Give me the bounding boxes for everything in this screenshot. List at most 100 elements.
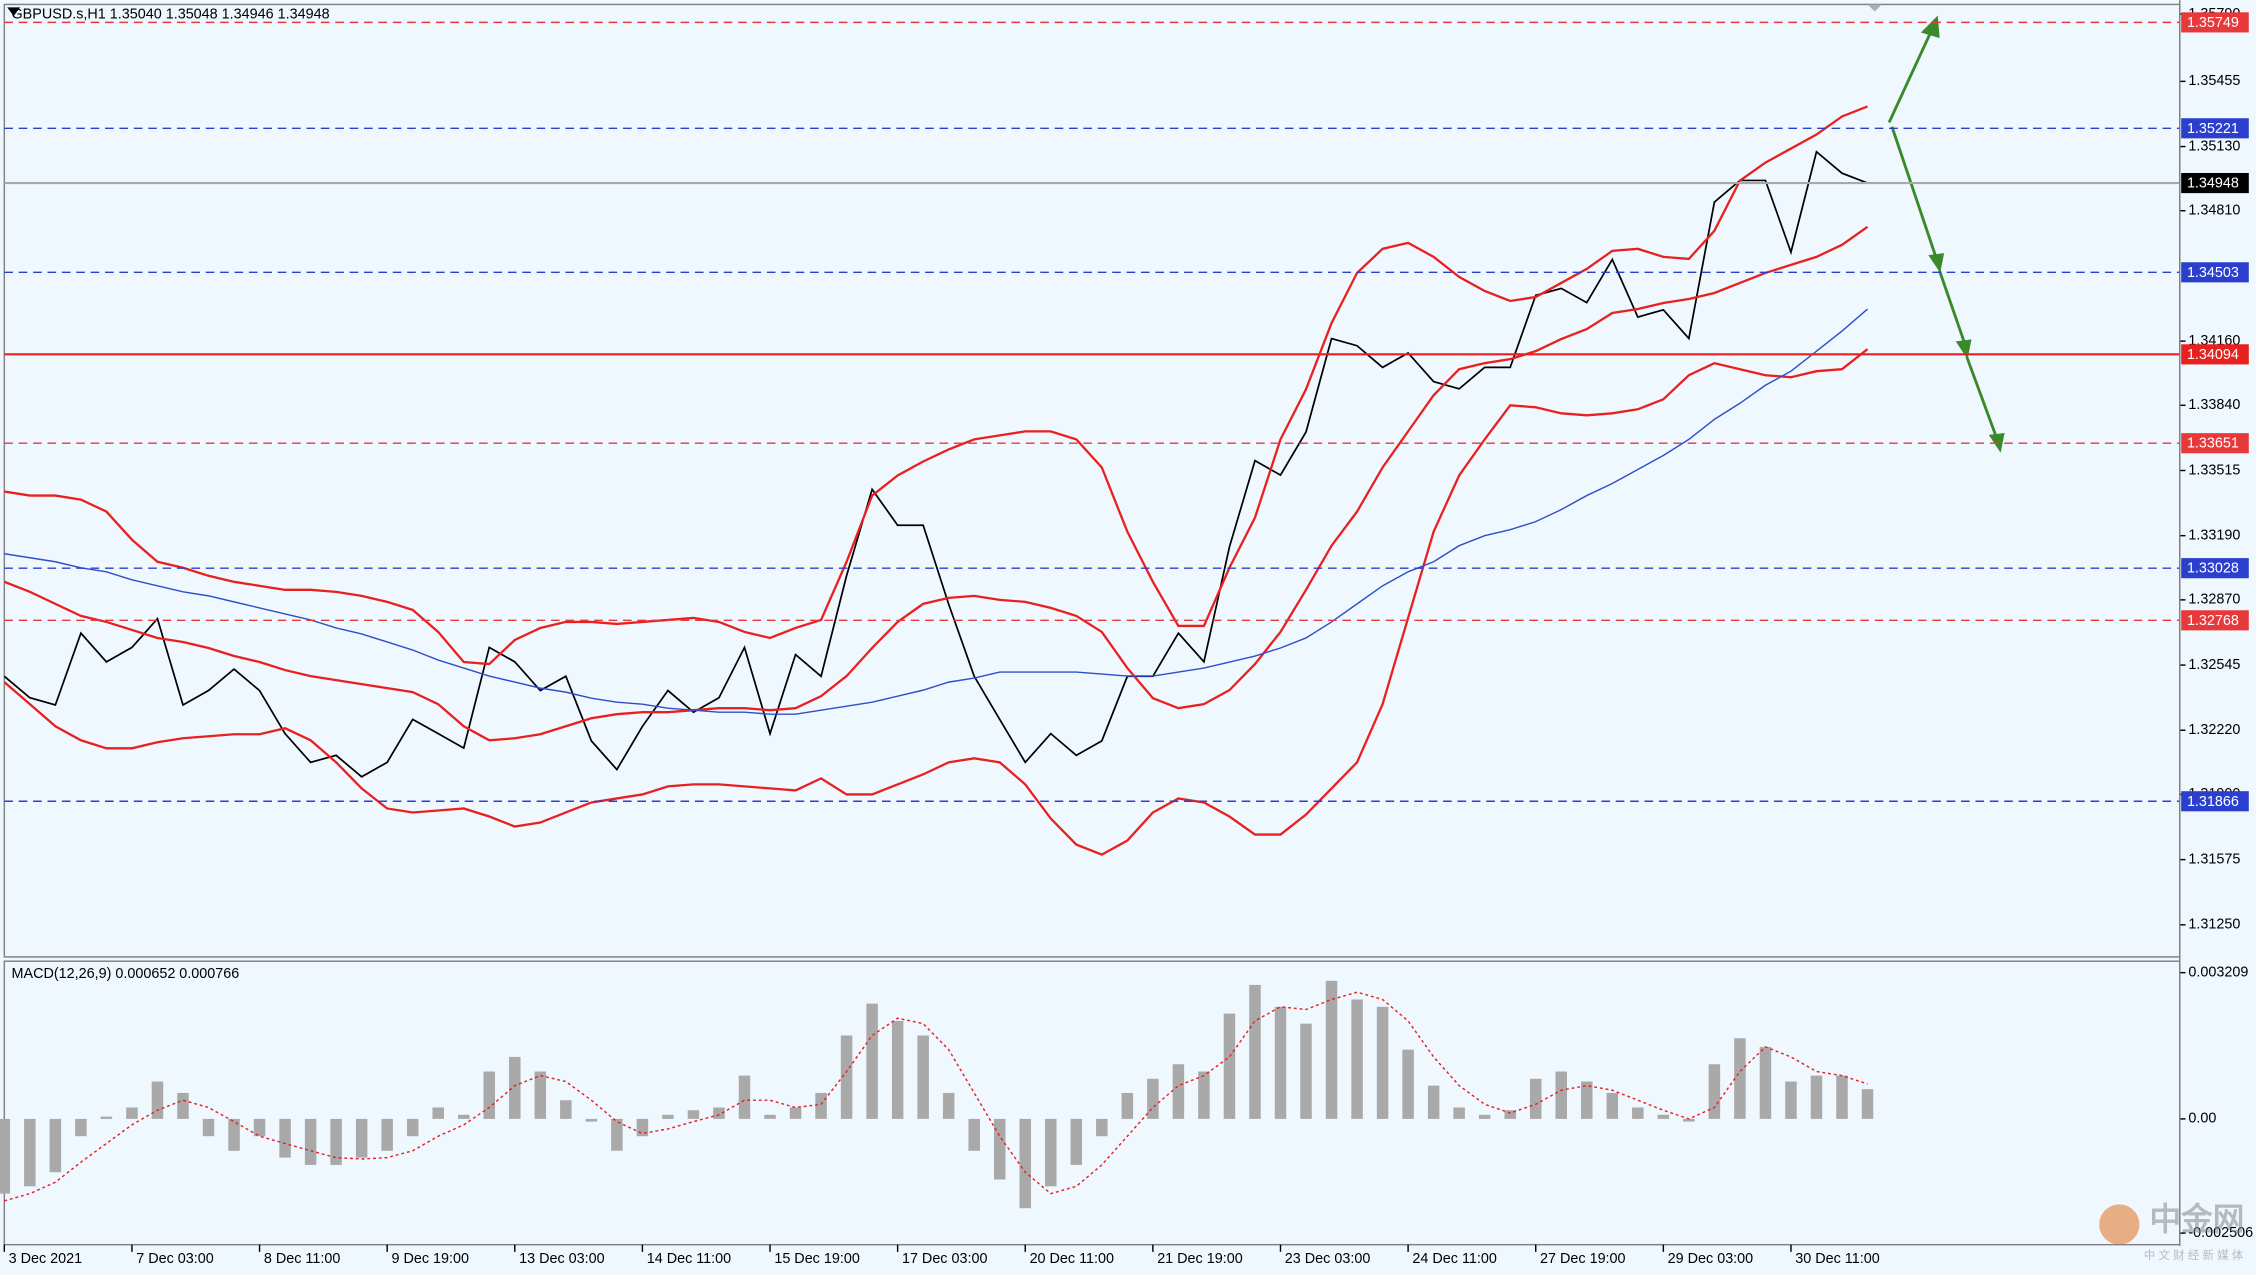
macd-bar [1478, 1114, 1491, 1119]
macd-bar [1198, 1071, 1210, 1119]
macd-bar [713, 1107, 725, 1119]
macd-bar [1555, 1071, 1568, 1119]
macd-bar [406, 1118, 419, 1137]
macd-bar [1504, 1110, 1516, 1119]
macd-bar [1147, 1078, 1159, 1119]
x-tick-label: 24 Dec 11:00 [1412, 1251, 1496, 1267]
macd-bar [1708, 1064, 1721, 1119]
macd-bar [304, 1118, 317, 1165]
level-label-bg [2181, 172, 2249, 194]
macd-bar [840, 1035, 853, 1119]
macd-bar [1657, 1114, 1670, 1119]
level-label: 1.35221 [2187, 121, 2239, 137]
macd-bar [891, 1020, 904, 1119]
x-tick-label: 23 Dec 03:00 [1285, 1251, 1371, 1267]
x-tick-label: 17 Dec 03:00 [902, 1251, 988, 1267]
level-label-bg [2181, 262, 2249, 283]
macd-bar [126, 1107, 138, 1119]
macd-bar [687, 1110, 700, 1119]
level-label: 1.33028 [2187, 561, 2239, 577]
level-label-bg [2181, 344, 2249, 365]
price-line [4, 308, 1869, 715]
macd-bar [942, 1092, 955, 1119]
level-label-bg [2181, 610, 2249, 631]
price-line [3, 225, 1869, 742]
macd-bar [509, 1056, 521, 1119]
chart-title: GBPUSD.s,H1 1.35040 1.35048 1.34946 1.34… [12, 6, 330, 22]
y-tick-label: 1.33515 [2188, 462, 2240, 478]
macd-bar [1683, 1118, 1695, 1122]
macd-bar [789, 1107, 802, 1119]
price-line [3, 348, 1869, 856]
x-tick-label: 20 Dec 11:00 [1030, 1251, 1114, 1267]
macd-bar [764, 1114, 776, 1119]
macd-bar [1836, 1075, 1848, 1119]
menu-icon[interactable] [7, 7, 21, 16]
macd-bar [1581, 1081, 1593, 1119]
macd-bar [355, 1118, 368, 1158]
macd-bar [1376, 1006, 1389, 1119]
arrow-down [1965, 356, 1999, 440]
macd-bar [279, 1118, 291, 1158]
macd-bar [917, 1035, 929, 1119]
macd-bar [1632, 1107, 1644, 1119]
level-label: 1.34948 [2187, 176, 2239, 192]
watermark-subtext: 中 文 财 经 新 媒 体 [2144, 1248, 2244, 1262]
macd-bar [636, 1118, 649, 1137]
level-label: 1.31866 [2187, 794, 2239, 810]
y-tick-label: 1.32220 [2188, 722, 2240, 738]
y-tick-label: 1.34810 [2188, 203, 2240, 219]
arrow-down [1890, 126, 1938, 260]
macd-bar [585, 1118, 598, 1122]
y-tick-label: 0.00 [2188, 1111, 2216, 1127]
macd-bar [1045, 1118, 1057, 1187]
x-tick-label: 27 Dec 19:00 [1540, 1251, 1626, 1267]
level-label-bg [2181, 791, 2249, 812]
macd-bar [457, 1114, 470, 1119]
macd-bar [534, 1071, 547, 1119]
macd-bar [1785, 1081, 1797, 1119]
macd-bar [1070, 1118, 1083, 1165]
x-tick-label: 13 Dec 03:00 [519, 1251, 605, 1267]
level-label-bg [2181, 12, 2249, 33]
macd-bar [1325, 980, 1338, 1119]
macd-bar [815, 1092, 827, 1119]
y-tick-label: 1.35455 [2188, 73, 2240, 89]
forecast-arrows [1887, 15, 2005, 453]
macd-bar [253, 1118, 266, 1137]
macd-bar [1759, 1046, 1772, 1119]
macd-bar [611, 1118, 623, 1151]
watermark-text: 中金网 [2150, 1201, 2245, 1237]
y-tick-label: 1.33190 [2188, 527, 2240, 543]
y-tick-label: 1.32545 [2188, 657, 2240, 673]
macd-bar [738, 1075, 751, 1119]
x-tick-label: 21 Dec 19:00 [1157, 1251, 1243, 1267]
y-tick-label: 1.32870 [2188, 592, 2240, 608]
macd-bar [432, 1107, 444, 1119]
price-line [3, 150, 1868, 778]
macd-bar [968, 1118, 980, 1151]
macd-bar [483, 1071, 496, 1119]
x-tick-label: 30 Dec 11:00 [1795, 1251, 1879, 1267]
macd-bar [1274, 1006, 1287, 1119]
arrow-head [1955, 339, 1972, 360]
macd-bar [560, 1100, 572, 1119]
x-tick-label: 15 Dec 19:00 [774, 1251, 860, 1267]
macd-bar [1810, 1075, 1823, 1119]
level-label: 1.34503 [2187, 265, 2239, 281]
level-label: 1.35749 [2187, 15, 2239, 31]
macd-bar [202, 1118, 215, 1137]
level-label: 1.34094 [2187, 347, 2239, 363]
x-tick-label: 14 Dec 11:00 [647, 1251, 731, 1267]
y-tick-label: 1.31250 [2188, 917, 2240, 933]
macd-bar [993, 1118, 1006, 1180]
shift-marker [1867, 4, 1882, 12]
indicator-title: MACD(12,26,9) 0.000652 0.000766 [12, 966, 240, 982]
macd-bar [0, 1118, 11, 1194]
macd-bar [1734, 1038, 1746, 1119]
signal-line [4, 991, 1868, 1202]
y-tick-label: 0.003209 [2188, 964, 2248, 980]
macd-bar [1861, 1089, 1874, 1119]
watermark: 中金网 中 文 财 经 新 媒 体 [2099, 1201, 2244, 1262]
macd-bar [49, 1118, 62, 1173]
